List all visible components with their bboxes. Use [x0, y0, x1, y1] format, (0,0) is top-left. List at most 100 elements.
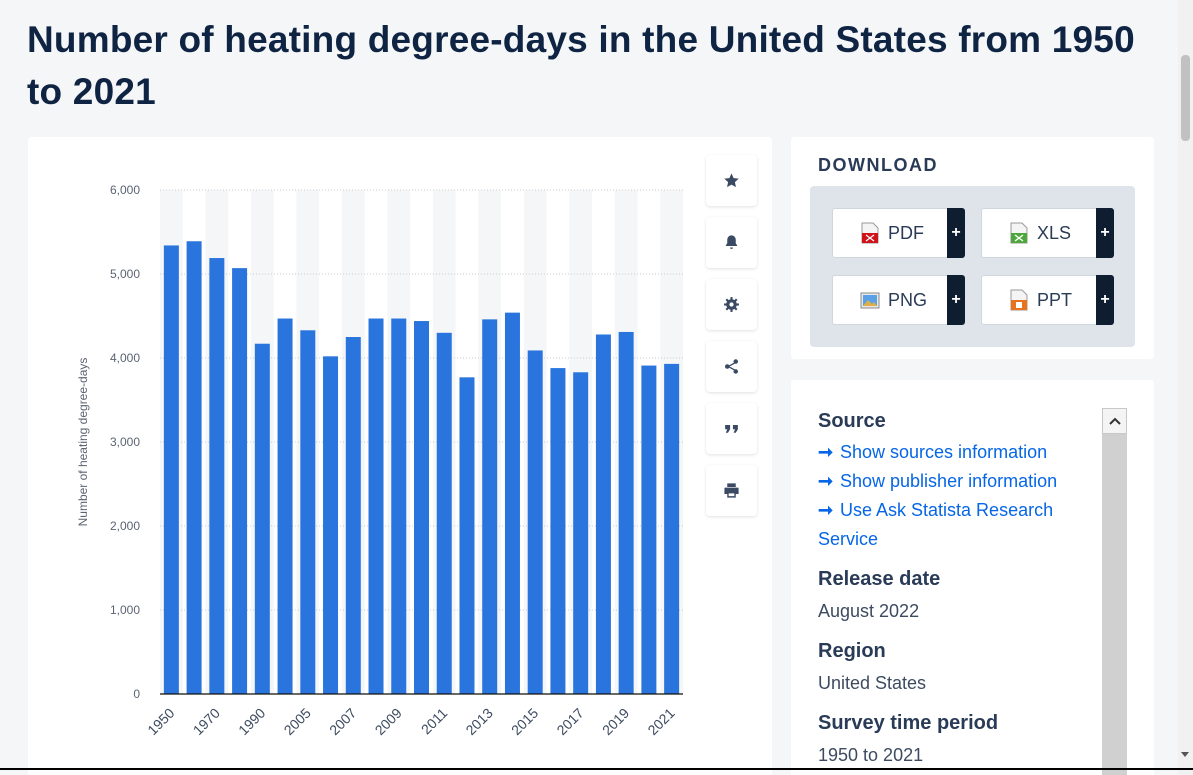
chart-card: 0 1,000 2,000 3,000 4,000 5,000 6,000 Number of… — [28, 137, 772, 775]
y-tick-label: 6,000 — [110, 183, 140, 197]
statistic-info-panel: Source ➞ Show sources information ➞ Show p… — [791, 380, 1154, 775]
y-tick-label: 4,000 — [110, 351, 140, 365]
arrow-right-icon: ➞ — [818, 442, 834, 462]
ask-research-service-link[interactable]: ➞ Use Ask Statista Research Service — [818, 496, 1088, 554]
bar-2006 — [323, 356, 339, 694]
bar-2011 — [436, 332, 452, 694]
region-value: United States — [818, 673, 927, 693]
png-label: PNG — [888, 289, 928, 310]
bell-icon — [725, 235, 738, 249]
download-png-button[interactable]: PNG + — [832, 275, 965, 325]
release-date-heading: Release date — [818, 568, 941, 590]
bar-2015 — [527, 350, 543, 694]
statistic-details: Source ➞ Show sources information ➞ Show p… — [818, 410, 1088, 770]
info-scrollbar[interactable] — [1102, 408, 1127, 775]
show-sources-link[interactable]: ➞ Show sources information — [818, 438, 1088, 467]
x-tick-label: 2007 — [326, 705, 359, 738]
source-heading: Source — [818, 410, 886, 432]
notification-button[interactable] — [706, 217, 757, 268]
favorite-button[interactable] — [706, 155, 757, 206]
survey-period-value: 1950 to 2021 — [818, 745, 924, 765]
x-tick-label: 2021 — [644, 705, 677, 738]
xls-file-icon — [1009, 222, 1029, 244]
bar-2009 — [391, 318, 407, 694]
x-tick-label: 2011 — [418, 705, 451, 738]
print-button[interactable] — [706, 465, 757, 516]
scrollbar-thumb[interactable] — [1181, 55, 1190, 141]
release-date-value: August 2022 — [818, 601, 920, 621]
bar-1950 — [163, 245, 179, 694]
region-heading: Region — [818, 640, 886, 662]
download-panel: DOWNLOAD PDF + XLS + PNG — [791, 137, 1154, 359]
show-publisher-link[interactable]: ➞ Show publisher information — [818, 467, 1088, 496]
bar-1970 — [209, 258, 225, 694]
download-pdf-button[interactable]: PDF + — [832, 208, 965, 258]
download-ppt-button[interactable]: PPT + — [981, 275, 1114, 325]
gear-icon — [724, 297, 739, 312]
bar-2021 — [664, 363, 680, 694]
bar-chart: 0 1,000 2,000 3,000 4,000 5,000 6,000 Number of… — [76, 183, 683, 738]
download-options: PDF + XLS + PNG + PPT — [810, 186, 1135, 347]
bar-2018 — [595, 334, 611, 694]
pdf-plus-button[interactable]: + — [947, 208, 965, 258]
bar-1960 — [186, 241, 202, 694]
bar-2019 — [618, 331, 634, 694]
download-heading: DOWNLOAD — [818, 155, 938, 175]
x-tick-label: 2017 — [553, 705, 586, 738]
chart-toolbar — [706, 155, 758, 527]
download-xls-button[interactable]: XLS + — [981, 208, 1114, 258]
bar-1980 — [232, 268, 248, 694]
survey-period-heading: Survey time period — [818, 712, 999, 734]
window-bottom-edge — [0, 768, 1193, 770]
page-scrollbar[interactable] — [1178, 0, 1193, 775]
bar-2012 — [459, 377, 475, 694]
bar-2005 — [300, 330, 316, 694]
print-icon — [724, 483, 739, 498]
png-plus-button[interactable]: + — [947, 275, 965, 325]
bar-2014 — [504, 312, 520, 694]
cite-button[interactable] — [706, 403, 757, 454]
ppt-label: PPT — [1037, 289, 1073, 310]
chevron-up-icon — [1108, 417, 1121, 425]
x-tick-label: 2005 — [281, 705, 314, 738]
y-axis-title: Number of heating degree-days — [76, 358, 90, 527]
x-tick-label: 2015 — [508, 705, 541, 738]
x-tick-label: 1990 — [235, 705, 268, 738]
share-button[interactable] — [706, 341, 757, 392]
quote-icon — [725, 424, 738, 433]
y-tick-label: 5,000 — [110, 267, 140, 281]
page-title: Number of heating degree-days in the Uni… — [27, 19, 1135, 112]
star-icon — [724, 173, 739, 188]
x-tick-label: 1970 — [190, 705, 223, 738]
share-icon — [724, 359, 739, 374]
ppt-file-icon — [1009, 289, 1029, 311]
arrow-right-icon: ➞ — [818, 500, 834, 520]
bar-2000 — [277, 318, 293, 694]
y-tick-label: 3,000 — [110, 435, 140, 449]
ppt-plus-button[interactable]: + — [1096, 275, 1114, 325]
x-tick-label: 2009 — [372, 705, 405, 738]
bar-2008 — [368, 318, 384, 694]
x-tick-label: 2019 — [599, 705, 632, 738]
png-file-icon — [860, 289, 880, 311]
xls-plus-button[interactable]: + — [1096, 208, 1114, 258]
scroll-down-arrow-icon[interactable] — [1181, 752, 1189, 757]
scroll-up-button[interactable] — [1102, 408, 1127, 434]
pdf-label: PDF — [888, 222, 924, 243]
bar-2010 — [414, 321, 429, 694]
bar-2017 — [573, 372, 589, 694]
bar-2020 — [641, 365, 657, 694]
settings-button[interactable] — [706, 279, 757, 330]
bar-2007 — [345, 337, 361, 694]
xls-label: XLS — [1037, 222, 1072, 243]
y-tick-label: 1,000 — [110, 603, 140, 617]
y-tick-label: 2,000 — [110, 519, 140, 533]
bar-2016 — [550, 368, 566, 694]
pdf-file-icon — [860, 222, 880, 244]
y-tick-label: 0 — [133, 687, 140, 701]
bar-2013 — [482, 319, 498, 694]
x-tick-label: 2013 — [462, 705, 495, 738]
x-tick-label: 1950 — [144, 705, 177, 738]
bar-1990 — [254, 343, 270, 694]
